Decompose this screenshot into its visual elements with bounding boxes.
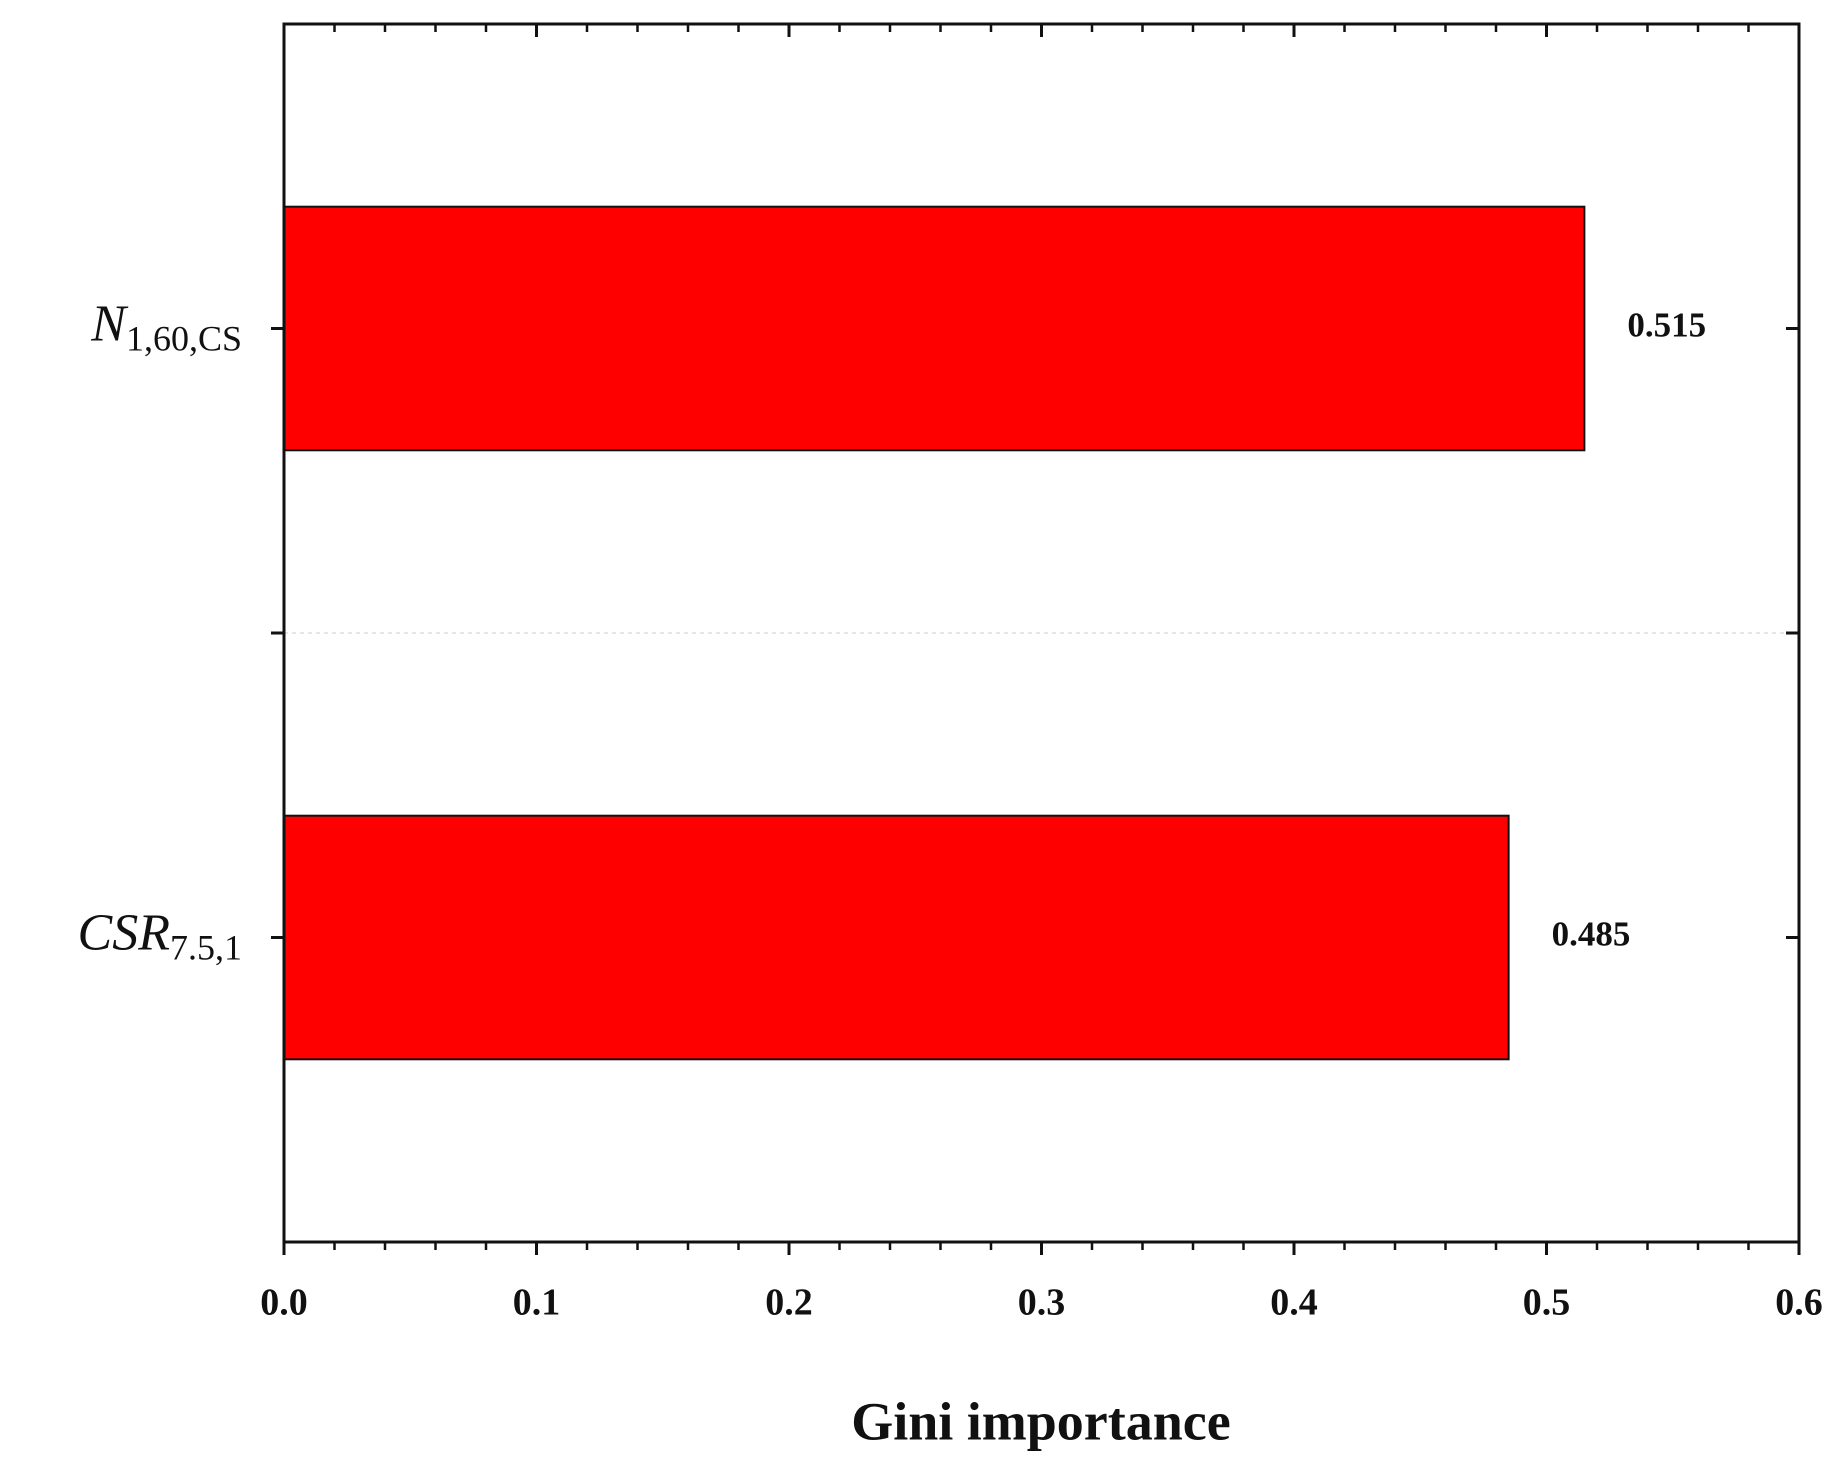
x-tick-label: 0.2 bbox=[765, 1282, 813, 1324]
y-tick-label: CSR7.5,1 bbox=[78, 904, 242, 967]
value-label: 0.485 bbox=[1552, 915, 1631, 954]
x-tick-label: 0.6 bbox=[1775, 1282, 1823, 1324]
bar bbox=[283, 814, 1510, 1061]
y-tick-label: N1,60,CS bbox=[90, 295, 242, 358]
x-tick-label: 0.3 bbox=[1018, 1282, 1066, 1324]
x-tick-label: 0.5 bbox=[1523, 1282, 1571, 1324]
category-sub: 1,60,CS bbox=[126, 319, 242, 359]
plot-frame bbox=[282, 22, 1801, 1244]
category-sub: 7.5,1 bbox=[170, 928, 242, 968]
x-tick-label: 0.1 bbox=[513, 1282, 561, 1324]
bar bbox=[283, 205, 1586, 452]
category-main: N bbox=[90, 295, 129, 352]
x-axis-title: Gini importance bbox=[851, 1391, 1230, 1451]
x-tick-label: 0.4 bbox=[1270, 1282, 1318, 1324]
value-label: 0.515 bbox=[1627, 306, 1706, 345]
x-tick-label: 0.0 bbox=[260, 1282, 308, 1324]
category-main: CSR bbox=[78, 904, 170, 961]
